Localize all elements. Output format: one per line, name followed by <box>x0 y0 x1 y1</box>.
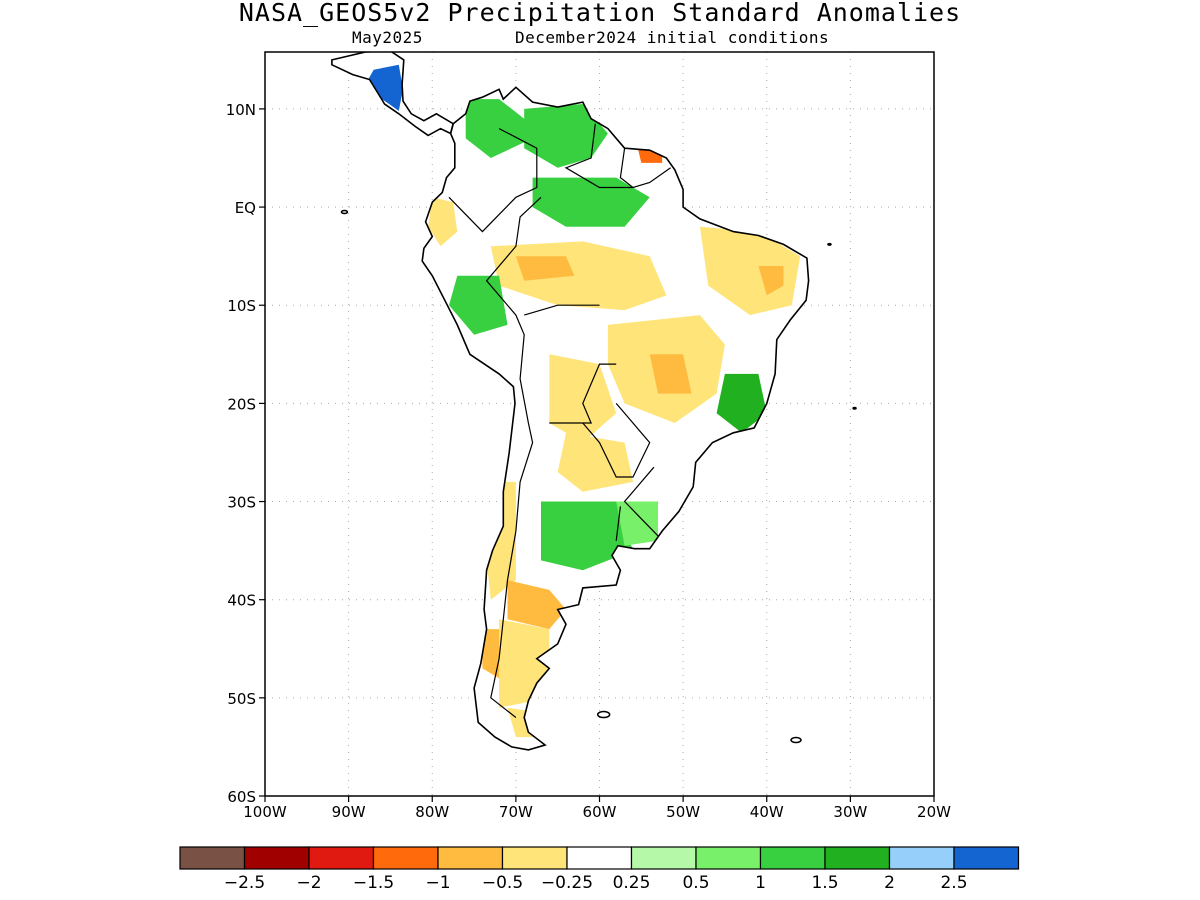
country-border <box>619 148 634 188</box>
anomaly-region <box>532 177 650 227</box>
anomaly-region <box>557 432 633 492</box>
map-title: NASA_GEOS5v2 Precipitation Standard Anom… <box>238 0 962 27</box>
initial-conditions: December2024 initial conditions <box>515 28 830 47</box>
lon-tick-label: 50W <box>666 803 700 821</box>
lat-tick-label: 10S <box>227 297 256 315</box>
island <box>340 209 349 215</box>
colorbar-swatch <box>308 846 375 870</box>
colorbar-label: −2 <box>296 873 321 893</box>
anomaly-region <box>507 580 566 630</box>
coastline <box>331 52 857 751</box>
colorbar-swatch <box>437 846 504 870</box>
anomaly-region <box>716 373 767 433</box>
lon-tick-label: 60W <box>583 803 617 821</box>
colorbar-swatch <box>179 846 246 870</box>
colorbar-label: 1.5 <box>811 873 838 893</box>
lon-tick-label: 90W <box>332 803 366 821</box>
anomaly-region <box>486 481 516 600</box>
lat-tick-label: 20S <box>227 395 256 413</box>
colorbar-label: 0.25 <box>613 873 651 893</box>
anomaly-region <box>616 501 658 546</box>
colorbar-swatch <box>372 846 439 870</box>
colorbar-label: 0.5 <box>682 873 709 893</box>
country-border <box>448 128 538 233</box>
lat-tick-label: 10N <box>226 101 256 119</box>
anomaly-region <box>549 354 617 443</box>
lat-tick-label: 30S <box>227 494 256 512</box>
colorbar-label: −1.5 <box>353 873 394 893</box>
anomaly-region <box>428 197 458 247</box>
colorbar-label: −2.5 <box>224 873 265 893</box>
south-america-coastline <box>421 86 810 751</box>
anomaly-region <box>699 226 801 316</box>
country-border <box>623 466 659 537</box>
colorbar: −2.5 −2 −1.5 −1 −0.5 −0.25 0.25 0.5 1 1.5 2 2.5 <box>179 846 1020 893</box>
country-border <box>582 403 651 478</box>
colorbar-label: −0.5 <box>482 873 523 893</box>
island <box>790 736 802 744</box>
anomaly-region <box>541 501 633 571</box>
colorbar-swatch <box>953 846 1020 870</box>
colorbar-label: −1 <box>425 873 450 893</box>
lon-tick-label: 80W <box>415 803 449 821</box>
island <box>827 242 832 246</box>
island <box>596 710 611 719</box>
lon-tick-label: 70W <box>499 803 533 821</box>
lon-tick-label: 20W <box>917 803 951 821</box>
lon-tick-label: 30W <box>833 803 867 821</box>
lat-tick-label: 40S <box>227 592 256 610</box>
lon-tick-label: 40W <box>750 803 784 821</box>
anomaly-region <box>515 256 575 281</box>
country-border <box>549 363 617 424</box>
lon-tick-label: 100W <box>243 803 287 821</box>
lat-tick-label: EQ <box>235 199 256 217</box>
country-border <box>485 196 542 718</box>
anomaly-region <box>524 104 608 168</box>
anomaly-region <box>649 354 692 394</box>
colorbar-label: −0.25 <box>541 873 593 893</box>
colorbar-swatch <box>566 846 633 870</box>
country-border <box>564 123 671 189</box>
anomaly-region <box>449 275 508 335</box>
country-border <box>524 304 600 316</box>
colorbar-label: 2.5 <box>940 873 967 893</box>
colorbar-swatch <box>243 846 310 870</box>
colorbar-swatch <box>501 846 568 870</box>
central-america-coastline <box>331 52 455 137</box>
lat-tick-label: 50S <box>227 690 256 708</box>
island <box>852 406 857 410</box>
colorbar-swatch <box>824 846 891 870</box>
forecast-month: May2025 <box>352 28 423 47</box>
colorbar-label: 1 <box>755 873 766 893</box>
colorbar-swatch <box>759 846 826 870</box>
anomaly-region <box>758 266 784 296</box>
colorbar-swatch <box>695 846 762 870</box>
colorbar-label: 2 <box>884 873 895 893</box>
country-border <box>615 506 621 541</box>
colorbar-swatch <box>630 846 697 870</box>
colorbar-swatch <box>888 846 955 870</box>
lat-tick-label: 60S <box>227 788 256 806</box>
anomaly-region <box>482 629 500 679</box>
anomaly-region <box>365 64 403 111</box>
